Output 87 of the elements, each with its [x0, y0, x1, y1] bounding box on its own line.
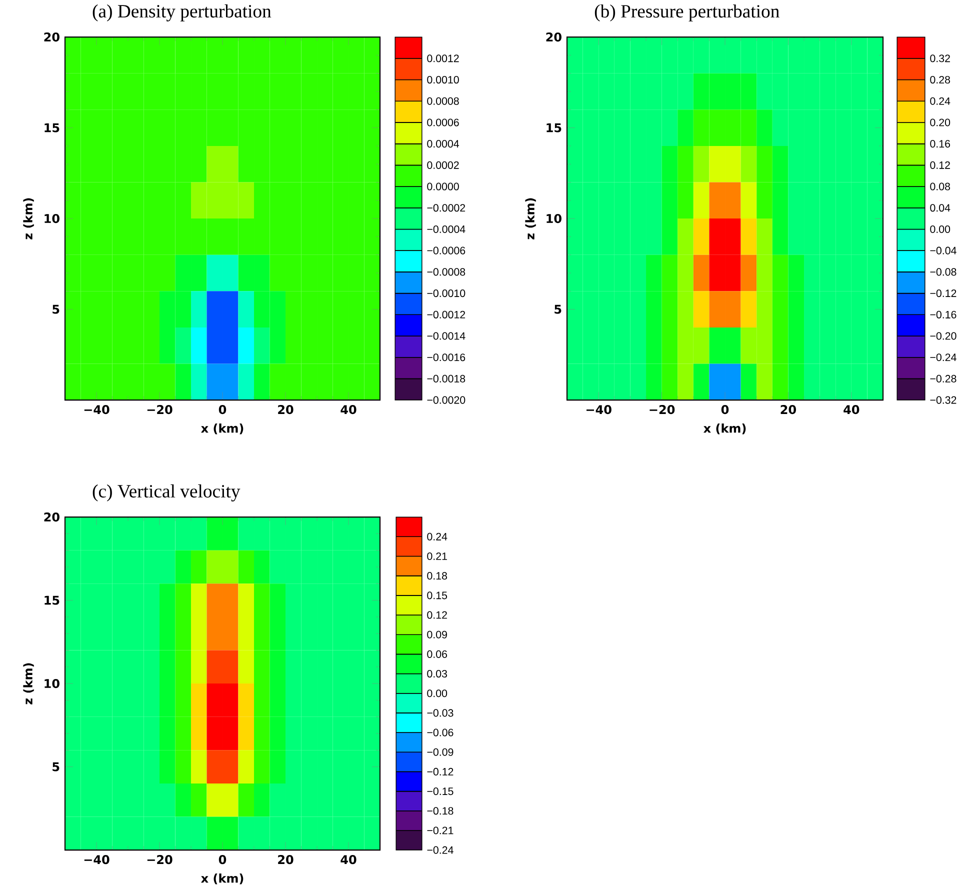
color-bar-label: 0.20 — [930, 118, 950, 126]
color-bar-label: −0.24 — [427, 846, 454, 854]
x-axis-title: x (km) — [201, 874, 244, 884]
y-tick-label: 15 — [44, 123, 60, 132]
color-bar-label: 0.00 — [427, 690, 448, 698]
y-tick-label: 20 — [44, 32, 60, 42]
y-tick-label: 10 — [44, 678, 60, 688]
chart-title: (b) Pressure perturbation — [594, 4, 780, 22]
y-tick-label: 5 — [554, 304, 562, 314]
y-tick-label: 15 — [44, 596, 60, 605]
color-bar-label: −0.15 — [427, 787, 454, 796]
color-bar-label: 0.12 — [930, 161, 950, 169]
color-bar-label: −0.12 — [427, 768, 454, 776]
color-bar-label: −0.0004 — [427, 225, 466, 233]
color-bar-label: 0.0002 — [427, 161, 459, 169]
color-bar-label: −0.12 — [930, 289, 956, 298]
x-tick-label: −40 — [586, 405, 612, 414]
y-tick-label: 5 — [52, 762, 60, 772]
x-tick-label: 0 — [218, 855, 226, 864]
y-axis-title: z (km) — [525, 198, 536, 240]
color-bar-label: 0.21 — [427, 552, 447, 560]
x-tick-label: 0 — [721, 405, 729, 414]
color-bar-label: −0.0006 — [427, 246, 466, 254]
x-tick-label: 20 — [278, 855, 294, 864]
color-bar-label: −0.0010 — [427, 289, 466, 298]
x-tick-label: −20 — [650, 405, 675, 414]
color-bar-label: 0.0010 — [427, 76, 459, 84]
x-axis-title: x (km) — [704, 424, 746, 434]
y-tick-label: 10 — [546, 214, 562, 224]
x-tick-label: 40 — [340, 855, 356, 864]
color-bar-label: −0.18 — [427, 807, 454, 815]
color-bar-label: −0.0018 — [427, 374, 466, 382]
x-tick-label: 0 — [218, 405, 226, 414]
chart-title: (a) Density perturbation — [92, 4, 272, 22]
x-tick-label: 20 — [780, 405, 796, 414]
y-tick-label: 10 — [44, 214, 60, 224]
chart-title: (c) Vertical velocity — [92, 484, 240, 502]
color-bar-label: 0.0004 — [427, 140, 460, 148]
color-bar-label: 0.12 — [427, 611, 447, 619]
y-tick-label: 20 — [44, 512, 60, 522]
color-bar-label: 0.24 — [930, 97, 950, 105]
y-axis-title: z (km) — [23, 198, 34, 240]
color-bar-label: −0.04 — [930, 246, 956, 254]
color-bar-label: −0.0016 — [427, 354, 466, 362]
color-bar-label: 0.00 — [930, 225, 950, 233]
color-bar-label: 0.32 — [930, 54, 950, 62]
x-tick-label: 20 — [278, 405, 294, 414]
color-bar-label: −0.32 — [930, 396, 956, 404]
y-tick-label: 20 — [546, 32, 562, 42]
color-bar-label: 0.0012 — [427, 54, 459, 62]
color-bar-label: 0.0008 — [427, 97, 459, 105]
color-bar-label: −0.0014 — [427, 332, 466, 340]
color-bar-label: 0.08 — [930, 182, 950, 190]
color-bar-label: −0.06 — [427, 728, 454, 736]
color-bar-label: −0.0008 — [427, 268, 466, 276]
y-axis-title: z (km) — [23, 663, 34, 704]
y-tick-label: 15 — [546, 123, 562, 132]
color-bar-label: 0.28 — [930, 76, 950, 84]
color-bar-label: −0.09 — [427, 748, 454, 756]
color-bar-label: −0.03 — [427, 709, 454, 717]
color-bar-label: 0.03 — [427, 670, 448, 678]
color-bar-label: −0.0012 — [427, 310, 466, 318]
color-bar-label: 0.0000 — [427, 182, 459, 190]
x-tick-label: −20 — [147, 405, 172, 414]
color-bar-label: 0.09 — [427, 630, 447, 638]
color-bar-label: 0.24 — [427, 532, 448, 540]
x-axis-title: x (km) — [201, 424, 244, 434]
x-tick-label: 40 — [844, 405, 860, 414]
y-tick-label: 5 — [52, 304, 60, 314]
color-bar-label: 0.15 — [427, 592, 448, 600]
color-bar-label: −0.24 — [930, 354, 956, 362]
color-bar-label: 0.18 — [427, 572, 448, 580]
color-bar-label: −0.0002 — [427, 204, 466, 212]
color-bar-label: −0.28 — [930, 374, 956, 382]
color-bar-label: 0.04 — [930, 204, 950, 212]
x-tick-label: −40 — [84, 405, 110, 414]
color-bar-label: −0.20 — [930, 332, 956, 340]
color-bar-label: 0.16 — [930, 140, 950, 148]
x-tick-label: −40 — [84, 855, 110, 864]
color-bar-label: −0.0020 — [427, 396, 466, 404]
color-bar-label: −0.08 — [930, 268, 956, 276]
color-bar-label: −0.16 — [930, 310, 956, 318]
color-bar-label: 0.0006 — [427, 118, 459, 126]
color-bar-label: 0.06 — [427, 650, 448, 658]
x-tick-label: −20 — [147, 855, 172, 864]
color-bar-label: −0.21 — [427, 826, 454, 834]
x-tick-label: 40 — [340, 405, 356, 414]
